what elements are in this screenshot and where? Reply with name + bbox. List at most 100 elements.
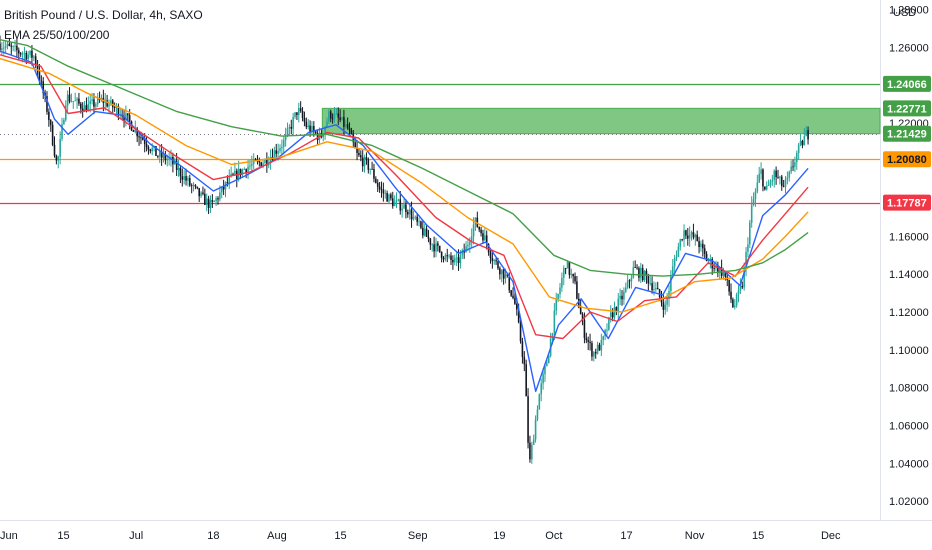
candle-down [807,130,809,140]
candle-down [497,261,499,269]
candle-up [228,176,231,183]
candle-up [459,254,462,264]
candle-up [286,128,289,135]
candle-up [401,208,403,211]
candle-down [42,81,45,94]
candle-down [425,228,428,237]
candle-down [480,229,482,234]
candle-down [581,314,584,321]
candle-down [489,252,492,259]
candle-up [754,191,757,200]
candle-up [536,409,539,420]
candle-down [46,96,48,112]
candle-up [624,287,627,292]
candle-up [606,329,608,331]
candle-down [514,298,516,304]
candle-down [380,189,383,190]
candle-up [369,168,372,170]
candle-up [89,101,92,105]
candle-down [801,140,804,146]
candle-up [722,272,725,276]
candle-down [117,106,120,116]
price-tick-label: 1.06000 [889,420,929,432]
candle-up [758,173,761,183]
candle-down [391,198,394,207]
candle-down [579,307,582,315]
candle-up [23,52,26,54]
candle-up [617,298,620,312]
candle-down [136,128,138,137]
candle-up [448,255,450,257]
candle-up [566,261,569,269]
price-tags-layer: 1.24066 1.22771 1.21429 1.20080 1.17787 [883,75,931,211]
price-tag: 1.21429 [883,125,931,142]
candle-down [724,272,727,277]
candle-up [666,298,668,305]
candle-down [157,155,159,157]
candle-up [76,98,78,101]
candle-down [81,108,84,112]
candle-up [64,105,67,120]
candle-up [251,163,253,166]
candle-up [72,100,75,102]
candle-down [406,212,409,215]
candle-down [10,45,13,47]
time-tick-label: 18 [207,530,219,542]
candle-down [762,169,764,187]
supply-demand-zone[interactable] [321,107,881,135]
candle-up [749,222,751,245]
candle-down [8,43,11,46]
candle-down [510,290,512,296]
candle-down [437,243,439,246]
candle-up [608,317,610,330]
candle-down [594,352,597,354]
candle-down [53,144,56,156]
candle-down [147,147,150,150]
candle-up [773,170,776,180]
ema-line-ema-25[interactable] [0,50,809,393]
candle-down [198,188,200,197]
chart-legend-study[interactable]: EMA 25/50/100/200 [4,28,110,42]
candle-down [111,100,114,108]
candle-up [700,243,702,248]
candle-up [737,290,740,295]
candle-down [31,50,33,58]
supply-zone-layer [321,107,881,135]
candle-up [393,201,396,207]
candle-down [55,155,58,161]
candle-up [767,184,770,186]
candle-down [628,280,631,282]
candle-up [205,198,208,205]
ema-line-ema-200[interactable] [0,39,809,277]
candle-up [230,173,232,177]
candle-down [741,285,744,288]
candle-up [602,336,605,340]
candle-up [557,294,559,300]
candle-down [405,204,407,213]
candle-down [348,128,351,131]
candle-down [299,108,302,112]
ema-line-ema-100[interactable] [0,57,809,313]
price-tag: 1.17787 [883,194,931,211]
price-tick-label: 1.02000 [889,496,929,508]
candle-up [279,148,281,151]
candle-up [29,50,31,55]
candle-down [782,185,785,187]
candle-up [151,147,154,152]
candle-down [239,168,242,176]
price-tick-label: 1.16000 [889,231,929,243]
candle-down [128,115,131,122]
candle-down [692,232,695,238]
candle-up [797,144,800,154]
candle-up [183,176,185,180]
time-tick-label: 19 [493,530,505,542]
candle-up [743,268,745,288]
candle-down [521,341,524,357]
ema-line-ema-50[interactable] [0,54,809,340]
candle-up [803,135,806,146]
candle-down [645,270,648,276]
candle-up [95,104,97,107]
candle-up [134,128,137,132]
candle-up [531,444,533,460]
